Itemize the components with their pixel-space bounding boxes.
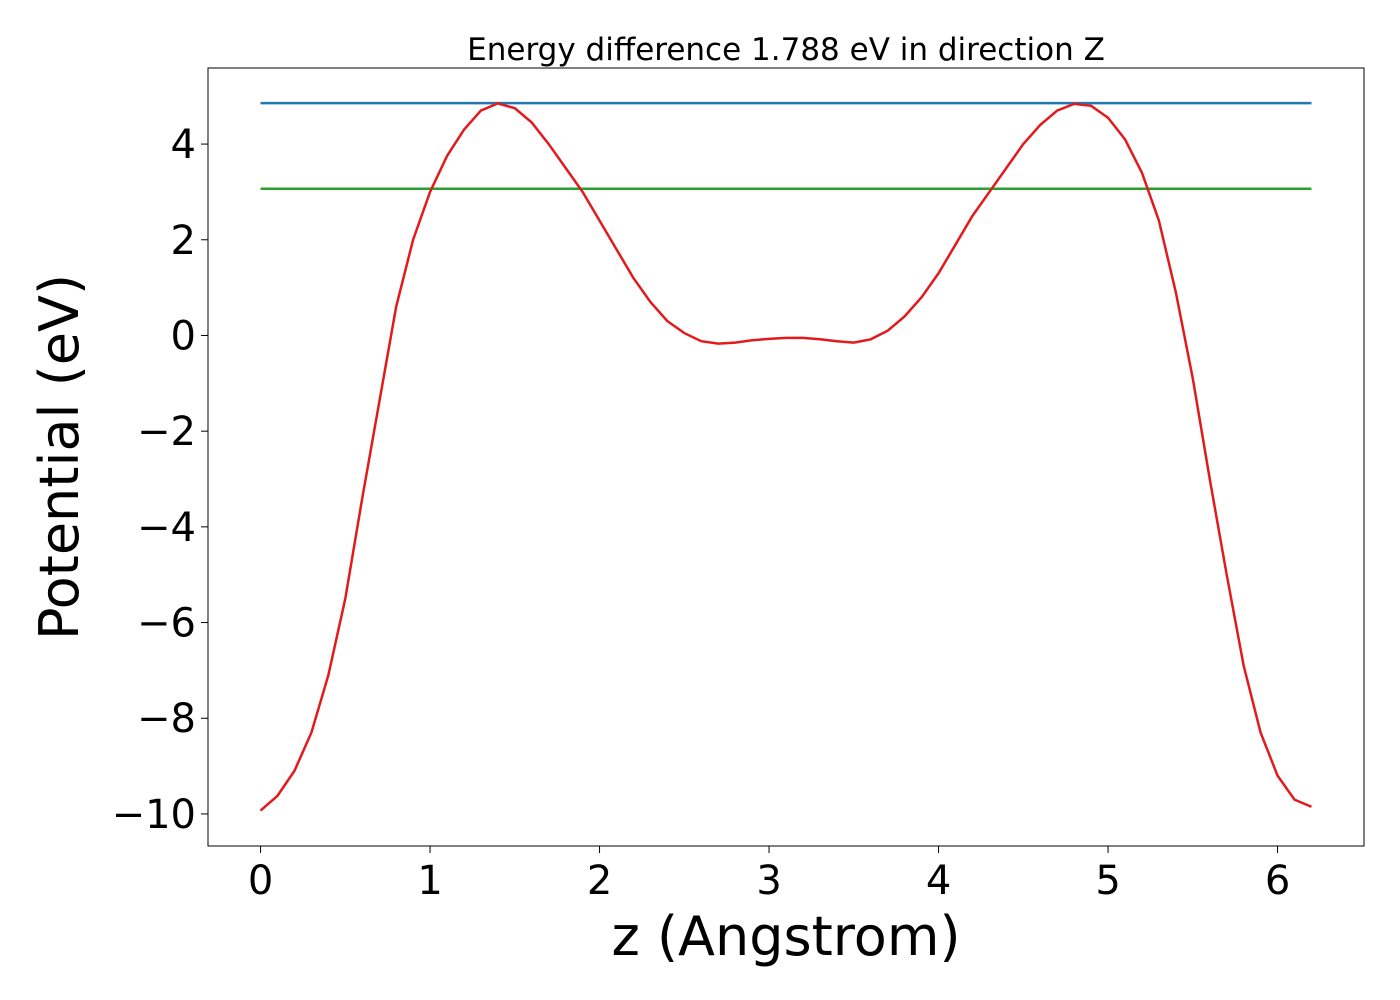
y-tick-label: −4	[137, 505, 196, 551]
y-tick-label: 2	[171, 218, 196, 264]
x-tick-label: 4	[926, 858, 951, 904]
y-tick-label: 4	[171, 122, 196, 168]
x-tick-label: 1	[417, 858, 442, 904]
x-tick-label: 2	[587, 858, 612, 904]
y-tick-label: 0	[171, 313, 196, 359]
x-axis-label: z (Angstrom)	[611, 905, 960, 968]
y-tick-label: −6	[137, 601, 196, 647]
y-tick-label: −2	[137, 409, 196, 455]
y-tick-label: −10	[112, 792, 196, 838]
chart-title: Energy difference 1.788 eV in direction …	[467, 32, 1105, 68]
y-tick-label: −8	[137, 696, 196, 742]
line-series	[259, 102, 1312, 812]
x-tick-label: 3	[756, 858, 781, 904]
plot-frame	[207, 67, 1365, 847]
x-tick-label: 5	[1095, 858, 1120, 904]
y-axis-label: Potential (eV)	[28, 274, 91, 640]
x-tick-label: 6	[1265, 858, 1290, 904]
x-tick-label: 0	[248, 858, 273, 904]
